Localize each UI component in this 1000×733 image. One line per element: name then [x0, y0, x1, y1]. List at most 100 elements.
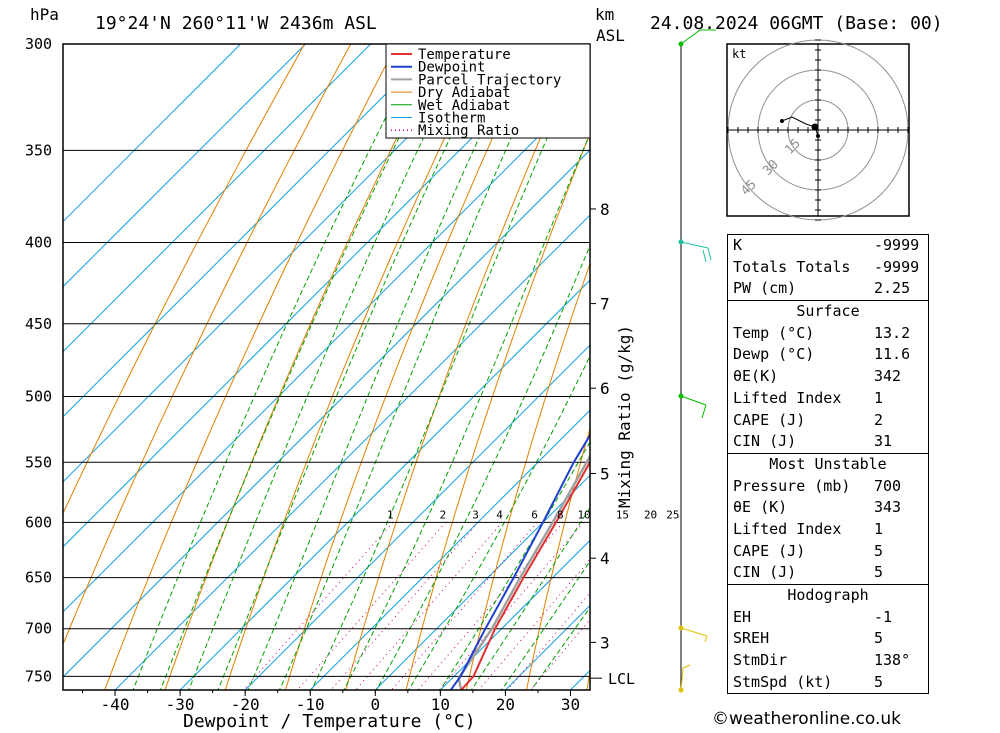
mixing-ratio-label: 3 — [472, 508, 479, 521]
legend-label: Temperature — [418, 47, 511, 63]
mixing-ratio-line — [391, 522, 538, 690]
date-title: 24.08.2024 06GMT (Base: 00) — [650, 13, 943, 34]
km-tick-label: 5 — [600, 464, 610, 483]
mixing-ratio-label: 25 — [666, 508, 679, 521]
hpa-label: hPa — [30, 5, 59, 24]
dry-adiabat-line — [948, 44, 1000, 690]
parcel-trajectory-line — [457, 453, 590, 690]
hodograph-index-value: 5 — [874, 629, 884, 648]
isotherm-line — [114, 214, 590, 690]
km-tick-label: 3 — [600, 633, 610, 652]
mixing-ratio-line — [438, 522, 584, 690]
hodograph-index-value: 5 — [874, 672, 884, 691]
most-unstable-row: CIN (J) 5 — [728, 562, 928, 584]
wet-adiabat-line — [217, 44, 496, 690]
mixing-ratio-line — [355, 522, 503, 690]
wind-barb — [680, 241, 712, 263]
wet-adiabat-line — [247, 44, 524, 690]
asl-label: ASL — [596, 26, 625, 45]
hodograph-index-value: 138° — [874, 651, 911, 670]
index-label: K — [733, 236, 743, 254]
dry-adiabat-line — [63, 44, 306, 515]
surface-value: 2 — [874, 410, 884, 429]
most-unstable-value: 5 — [874, 541, 884, 560]
plot-frame — [62, 43, 591, 691]
wind-barb — [680, 29, 716, 45]
isotherm-line — [63, 44, 567, 548]
profiles — [449, 433, 590, 690]
km-tick-label: 4 — [600, 549, 610, 568]
pressure-tick-label: 650 — [25, 569, 52, 587]
background-lines — [63, 44, 1000, 690]
legend-box — [385, 43, 591, 139]
surface-title: Surface — [796, 302, 860, 321]
hodograph-storm-marker — [811, 123, 819, 131]
surface-row: θE(K) 342 — [728, 366, 928, 388]
pressure-tick-label: 750 — [25, 667, 52, 685]
hodograph-index-label: SREH — [733, 629, 770, 648]
surface-label: Lifted Index — [733, 388, 842, 407]
most-unstable-label: CAPE (J) — [733, 541, 806, 560]
wind-barb — [680, 664, 691, 691]
km-tick-label: 7 — [600, 295, 610, 314]
x-tick-label: -20 — [231, 695, 260, 714]
surface-row: CAPE (J) 2 — [728, 410, 928, 432]
x-tick-label: 0 — [370, 695, 380, 714]
mixing-ratio-line — [478, 558, 590, 690]
surface-label: CAPE (J) — [733, 410, 806, 429]
mixing-ratio-line — [243, 522, 394, 690]
dry-adiabat-line — [164, 44, 444, 690]
hodograph-index-row: StmSpd (kt) 5 — [728, 672, 928, 694]
surface-label: CIN (J) — [733, 432, 797, 451]
mixing-ratio-axis-label: Mixing Ratio (g/kg) — [615, 325, 634, 508]
index-label: PW (cm) — [733, 279, 797, 298]
indices-table: K -9999 Totals Totals -9999 PW (cm) 2.25 Surf… — [727, 234, 929, 695]
isotherm-line — [440, 539, 590, 690]
legend-label: Mixing Ratio — [418, 123, 519, 139]
isotherm-line — [63, 44, 372, 353]
most-unstable-label: Pressure (mb) — [733, 476, 851, 495]
mixing-ratio-label: 20 — [644, 508, 657, 521]
hodograph-index-row: StmDir 138° — [728, 650, 928, 672]
hodograph-index-value: -1 — [874, 607, 893, 626]
most-unstable-label: Lifted Index — [733, 519, 842, 538]
lcl-label: LCL — [608, 670, 635, 688]
wet-adiabat-line — [500, 560, 590, 690]
hodograph-index-label: EH — [733, 607, 752, 626]
mixing-ratio-label: 10 — [577, 508, 590, 521]
x-axis-label: Dewpoint / Temperature (°C) — [183, 711, 476, 732]
dry-adiabat-line — [285, 44, 536, 690]
mixing-ratio-line — [530, 618, 590, 690]
most-unstable-row: Pressure (mb) 700 — [728, 476, 928, 498]
x-tick-label: -40 — [101, 695, 130, 714]
wind-profile — [678, 29, 716, 693]
x-tick-label: 10 — [431, 695, 450, 714]
pressure-tick-label: 700 — [25, 620, 52, 638]
most-unstable-label: CIN (J) — [733, 563, 797, 582]
surface-label: Dewp (°C) — [733, 345, 815, 364]
index-row: Totals Totals -9999 — [728, 257, 928, 279]
dry-adiabat-line — [465, 262, 590, 690]
pressure-tick-label: 500 — [25, 388, 52, 406]
temperature-line — [460, 460, 590, 690]
most-unstable-row: θE (K) 343 — [728, 497, 928, 519]
index-label: Totals Totals — [733, 257, 851, 276]
most-unstable-label: θE (K) — [733, 498, 788, 517]
pressure-tick-label: 350 — [25, 141, 52, 159]
legend-label: Dry Adiabat — [418, 85, 511, 101]
hodograph-point — [816, 134, 820, 138]
mixing-ratio-label: 6 — [531, 508, 538, 521]
mixing-ratio-label: 4 — [496, 508, 503, 521]
hodograph-trace — [781, 116, 819, 137]
dry-adiabat-line — [224, 44, 490, 690]
isotherm-line — [309, 409, 590, 690]
axes: 1 2 3 4 6 8 10 15 20 2530035040045050055060065070… — [25, 35, 679, 714]
hodograph-index-row: EH -1 — [728, 607, 928, 629]
wind-barb — [680, 395, 707, 419]
most-unstable-row: Lifted Index 1 — [728, 519, 928, 541]
pressure-tick-label: 600 — [25, 513, 52, 531]
wet-adiabat-line — [375, 244, 590, 690]
index-row: K -9999 — [728, 235, 928, 257]
most-unstable-title: Most Unstable — [769, 454, 887, 473]
